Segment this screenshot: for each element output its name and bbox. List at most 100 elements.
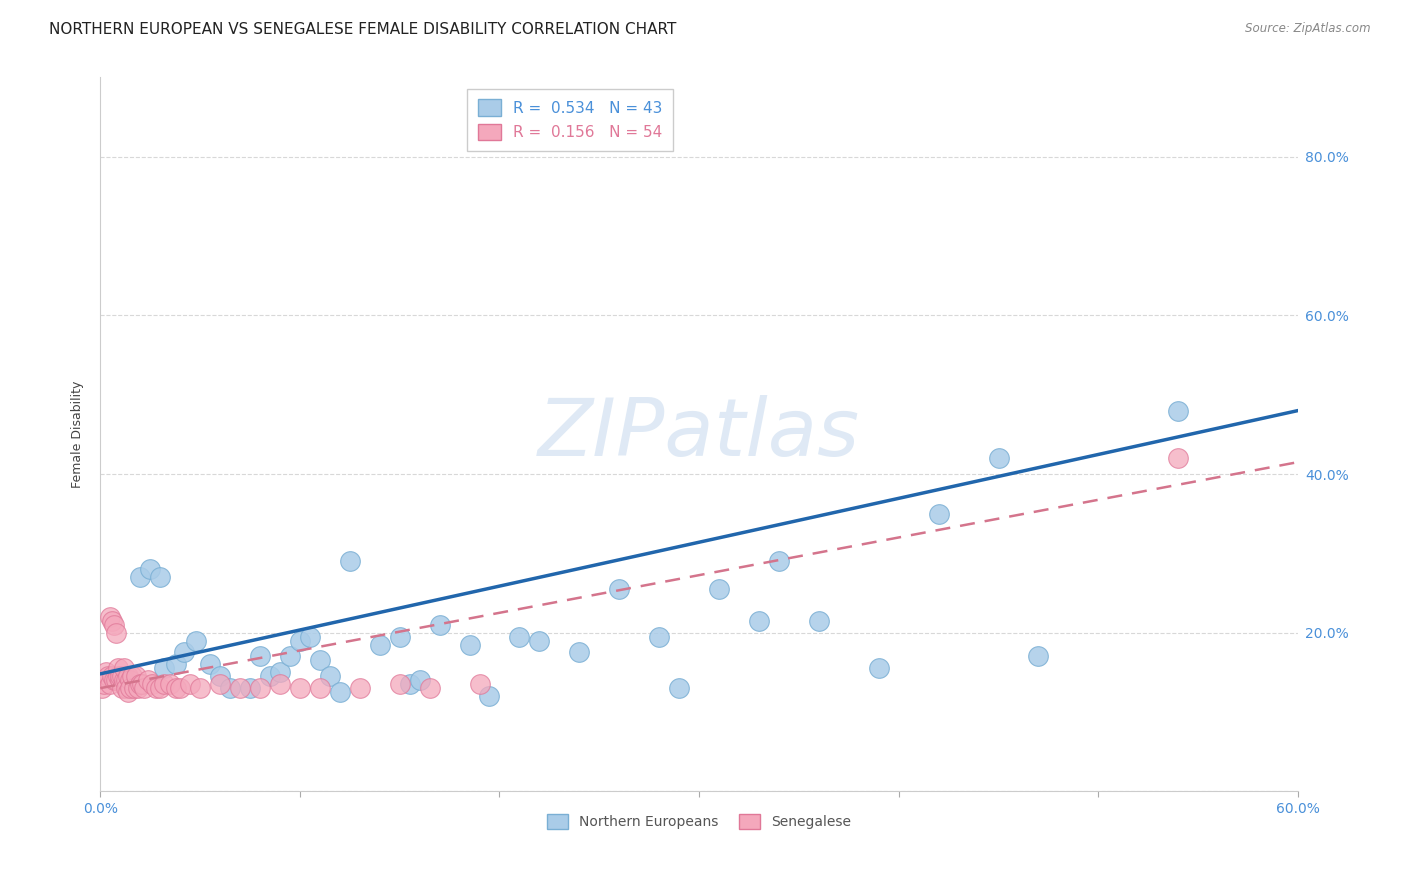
Point bbox=[278, 649, 301, 664]
Point bbox=[807, 614, 830, 628]
Point bbox=[987, 451, 1010, 466]
Point bbox=[115, 673, 138, 688]
Point bbox=[508, 630, 530, 644]
Y-axis label: Female Disability: Female Disability bbox=[72, 381, 84, 488]
Point bbox=[249, 681, 271, 695]
Point bbox=[188, 681, 211, 695]
Point bbox=[169, 681, 191, 695]
Point bbox=[103, 673, 125, 688]
Point bbox=[101, 614, 124, 628]
Text: NORTHERN EUROPEAN VS SENEGALESE FEMALE DISABILITY CORRELATION CHART: NORTHERN EUROPEAN VS SENEGALESE FEMALE D… bbox=[49, 22, 676, 37]
Point bbox=[1167, 403, 1189, 417]
Point bbox=[239, 681, 262, 695]
Point bbox=[349, 681, 371, 695]
Point bbox=[1028, 649, 1050, 664]
Point bbox=[159, 677, 181, 691]
Point bbox=[308, 681, 330, 695]
Legend: Northern Europeans, Senegalese: Northern Europeans, Senegalese bbox=[541, 808, 856, 834]
Point bbox=[478, 689, 501, 703]
Point bbox=[668, 681, 690, 695]
Point bbox=[101, 669, 124, 683]
Point bbox=[419, 681, 441, 695]
Point bbox=[127, 681, 149, 695]
Point bbox=[117, 685, 139, 699]
Point bbox=[120, 681, 142, 695]
Point bbox=[259, 669, 281, 683]
Point bbox=[329, 685, 352, 699]
Point bbox=[105, 625, 128, 640]
Point bbox=[288, 633, 311, 648]
Point bbox=[121, 669, 143, 683]
Point bbox=[111, 681, 134, 695]
Point bbox=[149, 570, 172, 584]
Point bbox=[97, 669, 120, 683]
Point bbox=[458, 638, 481, 652]
Point bbox=[368, 638, 391, 652]
Point bbox=[179, 677, 201, 691]
Point bbox=[107, 669, 129, 683]
Point bbox=[607, 582, 630, 596]
Point bbox=[308, 653, 330, 667]
Point bbox=[408, 673, 430, 688]
Point bbox=[165, 681, 187, 695]
Point bbox=[748, 614, 770, 628]
Point bbox=[134, 681, 156, 695]
Point bbox=[208, 677, 231, 691]
Point bbox=[129, 570, 152, 584]
Point bbox=[198, 657, 221, 672]
Point bbox=[122, 681, 145, 695]
Point bbox=[219, 681, 242, 695]
Point bbox=[96, 665, 118, 680]
Point bbox=[529, 633, 551, 648]
Point bbox=[111, 669, 134, 683]
Point bbox=[707, 582, 730, 596]
Text: Source: ZipAtlas.com: Source: ZipAtlas.com bbox=[1246, 22, 1371, 36]
Point bbox=[153, 661, 176, 675]
Point bbox=[269, 665, 291, 680]
Point bbox=[112, 673, 135, 688]
Point bbox=[388, 630, 411, 644]
Point bbox=[115, 681, 138, 695]
Point bbox=[93, 677, 115, 691]
Point bbox=[648, 630, 671, 644]
Point bbox=[141, 677, 163, 691]
Point bbox=[103, 617, 125, 632]
Point bbox=[91, 681, 114, 695]
Point bbox=[129, 677, 152, 691]
Point bbox=[1167, 451, 1189, 466]
Point bbox=[269, 677, 291, 691]
Point bbox=[468, 677, 491, 691]
Point bbox=[108, 669, 131, 683]
Point bbox=[131, 677, 153, 691]
Point bbox=[868, 661, 890, 675]
Point bbox=[768, 554, 790, 568]
Point bbox=[398, 677, 420, 691]
Point bbox=[112, 661, 135, 675]
Point bbox=[429, 617, 451, 632]
Point bbox=[928, 507, 950, 521]
Point bbox=[339, 554, 361, 568]
Point bbox=[105, 673, 128, 688]
Point bbox=[139, 562, 162, 576]
Point bbox=[153, 677, 176, 691]
Point bbox=[208, 669, 231, 683]
Point bbox=[108, 673, 131, 688]
Point bbox=[145, 681, 167, 695]
Text: ZIPatlas: ZIPatlas bbox=[538, 395, 860, 474]
Point bbox=[107, 661, 129, 675]
Point bbox=[136, 673, 159, 688]
Point bbox=[229, 681, 252, 695]
Point bbox=[288, 681, 311, 695]
Point bbox=[568, 645, 591, 659]
Point bbox=[184, 633, 207, 648]
Point bbox=[117, 669, 139, 683]
Point bbox=[319, 669, 342, 683]
Point bbox=[249, 649, 271, 664]
Point bbox=[125, 669, 148, 683]
Point bbox=[388, 677, 411, 691]
Point bbox=[173, 645, 195, 659]
Point bbox=[298, 630, 321, 644]
Point bbox=[98, 677, 121, 691]
Point bbox=[149, 681, 172, 695]
Point bbox=[120, 673, 142, 688]
